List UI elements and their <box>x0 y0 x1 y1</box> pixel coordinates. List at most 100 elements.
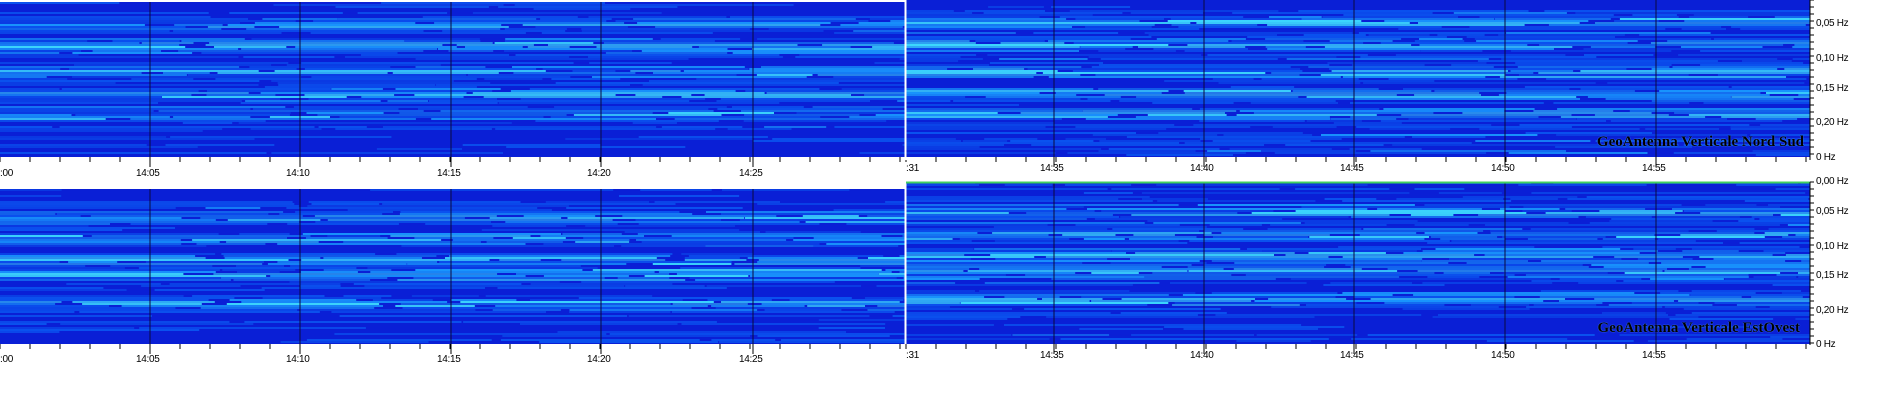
spectrogram-streak <box>1207 54 1368 56</box>
spectrogram-streak <box>1230 86 1295 88</box>
spectrogram-streak <box>1731 86 1810 88</box>
spectrogram-streak <box>277 82 491 84</box>
spectrogram-streak <box>550 116 821 118</box>
spectrogram-streak <box>1254 300 1544 302</box>
spectrogram-streak <box>502 335 751 337</box>
spectrogram-streak <box>306 112 384 114</box>
spectrogram-streak <box>1384 302 1603 304</box>
spectrogram-streak <box>906 16 1040 18</box>
spectrogram-streak <box>822 44 905 46</box>
spectrogram-streak <box>689 277 897 279</box>
spectrogram-streak <box>1500 208 1560 210</box>
spectrogram-streak <box>1080 46 1133 48</box>
spectrogram-streak <box>1567 198 1809 200</box>
spectrogram-streak <box>1466 262 1649 264</box>
spectrogram-streak <box>69 68 297 70</box>
spectrogram-streak <box>1401 114 1572 116</box>
spectrogram-streak <box>0 30 170 32</box>
spectrogram-streak <box>1519 74 1689 76</box>
spectrogram-streak <box>757 261 905 263</box>
spectrogram-streak <box>813 245 899 247</box>
spectrogram-streak <box>1703 102 1810 104</box>
spectrogram-streak <box>495 305 708 307</box>
spectrogram-streak <box>287 223 399 225</box>
spectrogram-streak <box>1424 232 1478 234</box>
spectrogram-streak <box>1414 188 1465 190</box>
spectrogram-streak <box>1101 210 1274 212</box>
spectrogram-streak <box>483 96 663 98</box>
spectrogram-streak <box>684 259 747 261</box>
spectrogram-streak <box>1322 16 1458 18</box>
spectrogram-streak <box>415 66 486 68</box>
spectrogram-streak <box>906 184 980 186</box>
spectrogram-streak <box>906 204 1179 206</box>
spectrogram-streak <box>1689 16 1749 18</box>
x-tick-label: 14:05 <box>136 168 160 179</box>
spectrogram-streak <box>56 213 269 215</box>
spectrogram-streak <box>818 327 885 329</box>
spectrogram-streak <box>1675 314 1810 316</box>
spectrogram-streak <box>0 12 209 14</box>
spectrogram-streak <box>1087 208 1368 210</box>
spectrogram-streak <box>0 297 235 299</box>
spectrogram-streak <box>1539 44 1784 46</box>
spectrogram-streak <box>1453 12 1567 14</box>
spectrogram-streak <box>0 84 259 86</box>
spectrogram-streak <box>906 100 951 102</box>
spectrogram-streak <box>293 106 528 108</box>
spectrogram-streak <box>527 46 570 48</box>
spectrogram-streak <box>1501 58 1778 60</box>
spectrogram-streak <box>1075 224 1180 226</box>
spectrogram-streak <box>1098 88 1379 90</box>
spectrogram-streak <box>906 72 1037 74</box>
spectrogram-streak <box>1091 300 1252 302</box>
spectrogram-streak <box>269 116 330 118</box>
spectrogram-streak <box>1012 334 1110 336</box>
spectrogram-streak <box>1664 270 1810 272</box>
spectrogram-streak <box>1794 44 1810 46</box>
spectrogram-streak <box>1474 38 1712 40</box>
spectrogram-streak <box>327 219 613 221</box>
spectrogram-streak <box>1683 308 1810 310</box>
spectrogram-streak <box>1413 294 1690 296</box>
spectrogram-streak <box>1231 40 1304 42</box>
spectrogram-streak <box>906 256 1035 258</box>
spectrogram-streak <box>1285 144 1384 146</box>
spectrogram-streak <box>383 126 657 128</box>
chart-title: GeoAntenna Verticale EstOvest <box>1597 320 1800 336</box>
spectrogram-streak <box>0 152 267 154</box>
spectrogram-streak <box>545 201 649 203</box>
spectrogram-streak <box>989 62 1103 64</box>
spectrogram-streak <box>1721 116 1810 118</box>
y-tick-label: 0,15 Hz <box>1816 83 1849 94</box>
spectrogram-streak <box>1484 254 1773 256</box>
spectrogram-streak <box>695 279 905 281</box>
spectrogram-streak <box>141 42 194 44</box>
spectrogram-streak <box>1187 44 1412 46</box>
spectrogram-streak <box>1435 248 1621 250</box>
spectrogram-streak <box>906 264 1192 266</box>
spectrogram-streak <box>1594 114 1669 116</box>
spectrogram-streak <box>1801 260 1810 262</box>
spectrogram-streak <box>853 30 905 32</box>
spectrogram-streak <box>0 311 75 313</box>
spectrogram-streak <box>0 203 295 205</box>
spectrogram-streak <box>621 245 705 247</box>
spectrogram-streak <box>906 198 1119 200</box>
spectrogram-streak <box>906 90 1169 92</box>
spectrogram-streak <box>1681 28 1726 30</box>
spectrogram-streak <box>467 74 737 76</box>
spectrogram-streak <box>1247 36 1447 38</box>
spectrogram-streak <box>1112 228 1244 230</box>
spectrogram-streak <box>906 234 1049 236</box>
spectrogram-streak <box>1462 196 1578 198</box>
spectrogram-streak <box>902 235 905 237</box>
spectrogram-streak <box>1650 278 1724 280</box>
spectrogram-streak <box>818 319 905 321</box>
y-tick-label: 0 Hz <box>1816 339 1836 350</box>
spectrogram-streak <box>1104 94 1397 96</box>
spectrogram-streak <box>431 118 656 120</box>
spectrogram-streak <box>1087 98 1354 100</box>
spectrogram-streak <box>1539 296 1742 298</box>
spectrogram-streak <box>170 136 392 138</box>
